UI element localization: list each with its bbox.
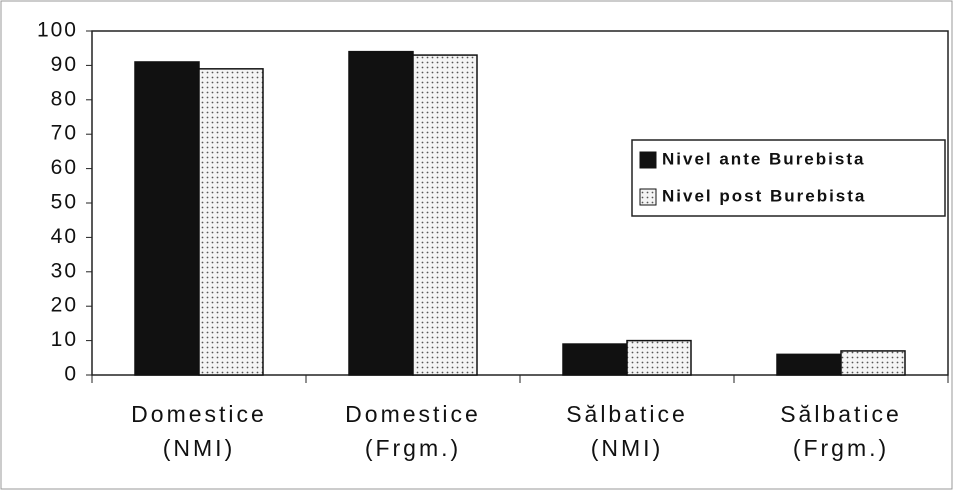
y-tick-label: 0	[64, 363, 78, 386]
bar	[348, 50, 414, 376]
x-tick-label: Domestice (NMI)	[131, 401, 267, 461]
bar	[562, 343, 628, 376]
y-tick-label: 10	[51, 328, 78, 351]
y-tick-label: 40	[51, 225, 78, 248]
legend: Nivel ante Burebista Nivel post Burebista	[631, 139, 946, 217]
bar	[198, 68, 264, 376]
legend-swatch	[639, 188, 657, 206]
bar	[840, 350, 906, 376]
y-tick-label: 30	[51, 259, 78, 282]
legend-box	[631, 139, 946, 217]
y-tick-label: 70	[51, 122, 78, 145]
y-tick-label: 100	[37, 19, 78, 42]
y-tick-label: 80	[51, 87, 78, 110]
y-tick-label: 20	[51, 294, 78, 317]
bar	[134, 61, 200, 376]
legend-swatch	[639, 151, 657, 169]
y-tick-label: 50	[51, 191, 78, 214]
x-tick-label: Domestice (Frgm.)	[345, 401, 481, 461]
y-tick-label: 90	[51, 53, 78, 76]
bar	[776, 353, 842, 376]
x-tick-label: Sălbatice (NMI)	[566, 401, 688, 461]
legend-label: Nivel post Burebista	[662, 186, 866, 205]
legend-label: Nivel ante Burebista	[662, 149, 865, 168]
y-tick-label: 60	[51, 156, 78, 179]
bar	[626, 339, 692, 376]
x-tick-label: Sălbatice (Frgm.)	[780, 401, 902, 461]
bar	[412, 54, 478, 376]
